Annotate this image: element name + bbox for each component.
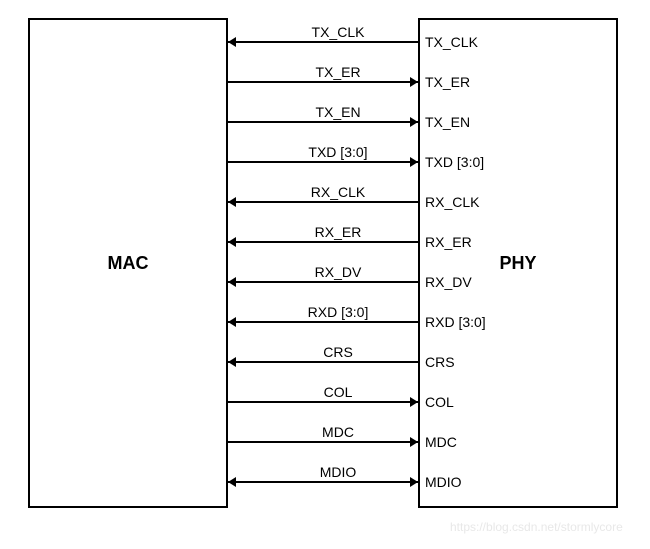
phy-signal-label: TX_EN: [425, 114, 470, 130]
phy-signal-label: CRS: [425, 354, 455, 370]
phy-signal-label: COL: [425, 394, 454, 410]
signal-label: RX_DV: [288, 264, 388, 280]
signal-label: TXD [3:0]: [288, 144, 388, 160]
mac-block: MAC: [28, 18, 228, 508]
signal-label: TX_EN: [288, 104, 388, 120]
phy-title: PHY: [499, 253, 536, 274]
phy-signal-label: TX_CLK: [425, 34, 478, 50]
signal-label: COL: [288, 384, 388, 400]
signal-label: RX_CLK: [288, 184, 388, 200]
signal-label: MDC: [288, 424, 388, 440]
phy-signal-label: MDIO: [425, 474, 462, 490]
signal-label: RXD [3:0]: [288, 304, 388, 320]
phy-signal-label: RX_ER: [425, 234, 472, 250]
watermark-text: https://blog.csdn.net/stormlycore: [450, 520, 623, 534]
mac-title: MAC: [108, 253, 149, 274]
phy-signal-label: RXD [3:0]: [425, 314, 486, 330]
phy-signal-label: TX_ER: [425, 74, 470, 90]
signal-label: MDIO: [288, 464, 388, 480]
signal-label: TX_CLK: [288, 24, 388, 40]
signal-label: RX_ER: [288, 224, 388, 240]
phy-signal-label: RX_DV: [425, 274, 472, 290]
phy-signal-label: TXD [3:0]: [425, 154, 484, 170]
phy-signal-label: MDC: [425, 434, 457, 450]
diagram-canvas: MAC PHY TX_CLK TX_CLK TX_ER TX_ER TX_EN TX_EN…: [0, 0, 650, 549]
signal-label: TX_ER: [288, 64, 388, 80]
phy-signal-label: RX_CLK: [425, 194, 479, 210]
signal-label: CRS: [288, 344, 388, 360]
